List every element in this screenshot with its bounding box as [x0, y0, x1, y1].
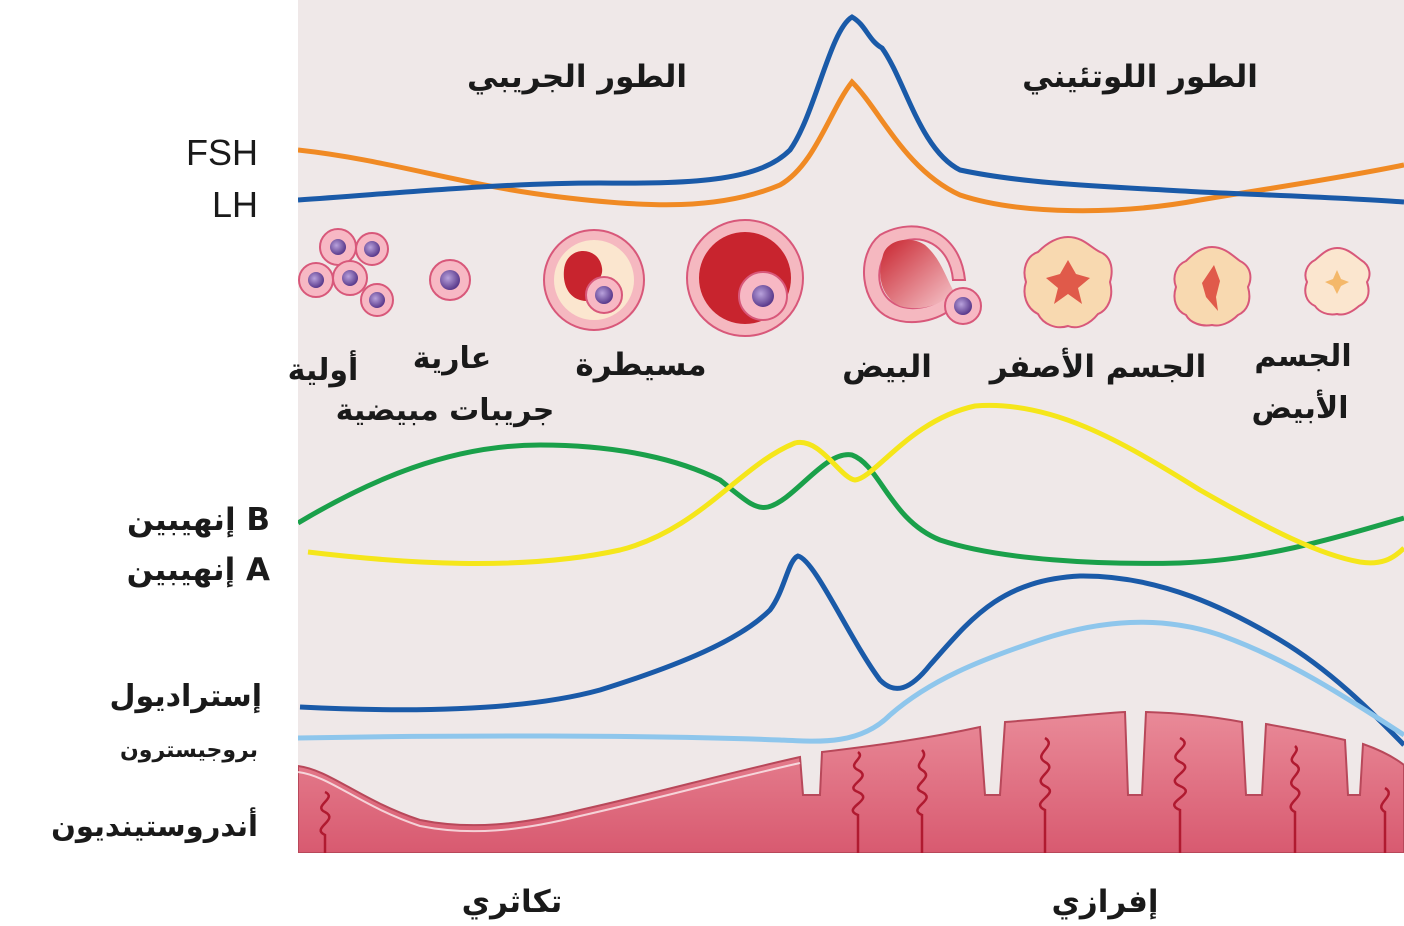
corpus-albicans-label-line1: الجسم	[1254, 339, 1351, 374]
lh-curve	[298, 14, 1404, 205]
luteal-phase-label: الطور اللوتئيني	[1022, 59, 1258, 95]
fsh-curve	[298, 78, 1404, 214]
corpus-albicans-label-line2: الأبيض	[1251, 389, 1348, 426]
diagram-panel	[298, 0, 1404, 853]
primordial-label: أولية	[288, 350, 359, 388]
primary-label: عارية	[413, 341, 492, 376]
secretory-label: إفرازي	[1051, 884, 1158, 920]
corpus-luteum-mid	[1173, 245, 1252, 327]
fsh-label: FSH	[186, 132, 258, 173]
secondary-follicle	[543, 229, 645, 331]
estradiol-curve	[299, 553, 1404, 747]
spiral-arteries	[319, 736, 1390, 853]
inhibin-b-label: إنهيبين B	[127, 502, 270, 538]
inhibin-a-label: إنهيبين A	[127, 552, 270, 588]
proliferative-label: تكاثري	[462, 884, 563, 920]
ovarian-follicles-label: جريبات مبيضية	[336, 393, 555, 428]
progesterone-label: بروجيسترون	[120, 738, 258, 763]
estradiol-label: إستراديول	[110, 679, 262, 714]
corpus-luteum-label: الجسم الأصفر	[988, 347, 1207, 385]
primary-follicle	[429, 259, 471, 301]
dominant-label: مسيطرة	[575, 347, 706, 383]
lh-label: LH	[212, 184, 258, 225]
follicular-phase-label: الطور الجريبي	[467, 59, 687, 95]
corpus-luteum-early	[1023, 235, 1113, 329]
corpus-albicans	[1304, 246, 1371, 316]
inhibin-a-curve	[307, 402, 1404, 567]
androstenedione-label: أندروستينديون	[51, 807, 258, 843]
dominant-follicle	[686, 219, 804, 337]
endometrium-surface	[298, 762, 801, 833]
ovum-label: البيض	[842, 349, 932, 385]
primordial-follicles	[298, 228, 394, 317]
progesterone-curve	[298, 619, 1404, 744]
ovulating-follicle	[863, 225, 982, 325]
